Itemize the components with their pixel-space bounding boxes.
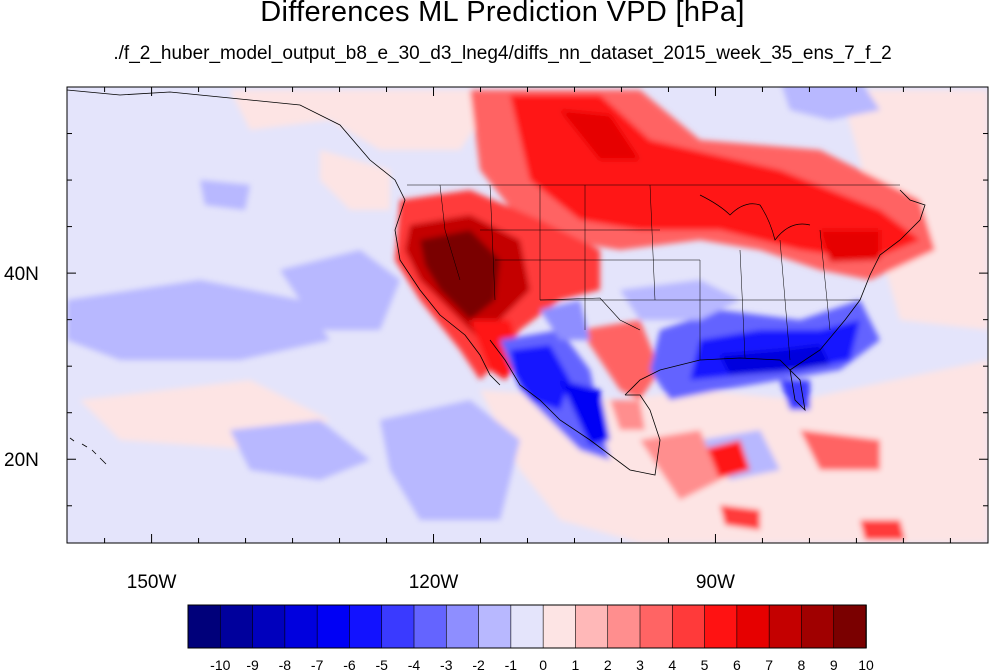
colorbar-swatch: [768, 604, 803, 649]
colorbar-label: 1: [572, 657, 580, 672]
colorbar-swatch: [381, 604, 415, 649]
colorbar-label: 3: [636, 657, 644, 672]
colorbar-swatch: [671, 604, 706, 649]
colorbar-swatch: [736, 604, 770, 649]
colorbar-swatch: [510, 604, 544, 649]
colorbar-label: -1: [505, 657, 518, 672]
colorbar-swatch: [542, 604, 577, 649]
coastlines: [67, 89, 926, 476]
lat-tick-label: 40N: [4, 264, 39, 285]
lon-tick-label: 90W: [696, 572, 735, 593]
colorbar-label: 2: [604, 657, 612, 672]
colorbar-label: -2: [472, 657, 485, 672]
colorbar-label: 5: [701, 657, 709, 672]
hawaii-islands: [69, 437, 107, 465]
colorbar-label: 10: [858, 657, 874, 672]
colorbar-swatch: [704, 604, 738, 649]
colorbar-swatch: [801, 604, 835, 649]
colorbar-swatch: [639, 604, 674, 649]
colorbar-swatch: [284, 604, 318, 649]
contour-field: [67, 87, 988, 543]
colorbar-label: -4: [408, 657, 421, 672]
map-title: Differences ML Prediction VPD [hPa]: [260, 0, 745, 28]
colorbar-swatch: [575, 604, 609, 649]
colorbar-swatch: [349, 604, 383, 649]
lon-tick-label: 150W: [127, 572, 177, 593]
colorbar-label: -8: [279, 657, 292, 672]
colorbar-label: -3: [440, 657, 453, 672]
colorbar-swatch: [478, 604, 512, 649]
colorbar-label: -7: [311, 657, 324, 672]
colorbar-label: 6: [733, 657, 741, 672]
colorbar-label: -5: [375, 657, 388, 672]
colorbar: -10 -9 -8 -7 -6 -5 -4 -3 -2 -1 0 1 2 3 4 5 6 7 8 9 10: [187, 604, 874, 672]
map-subtitle: ./f_2_huber_model_output_b8_e_30_d3_lneg…: [113, 43, 892, 64]
colorbar-frame: [187, 604, 867, 649]
colorbar-swatch: [607, 604, 641, 649]
colorbar-swatch: [187, 604, 222, 649]
colorbar-swatch: [445, 604, 480, 649]
colorbar-swatch: [413, 604, 448, 649]
axis-ticks: [67, 87, 988, 543]
axis-tick-labels: 150W 120W 90W 40N 20N: [4, 264, 735, 593]
colorbar-label: 7: [765, 657, 773, 672]
state-borders: [439, 184, 860, 361]
colorbar-swatch: [219, 604, 254, 649]
lat-tick-label: 20N: [4, 450, 39, 471]
colorbar-label: -10: [210, 657, 230, 672]
colorbar-label: 0: [539, 657, 547, 672]
colorbar-label: 9: [830, 657, 838, 672]
colorbar-label: -6: [343, 657, 356, 672]
colorbar-label: 8: [798, 657, 806, 672]
colorbar-label: 4: [668, 657, 676, 672]
colorbar-label: -9: [246, 657, 259, 672]
lon-tick-label: 120W: [409, 572, 459, 593]
colorbar-swatch: [316, 604, 351, 649]
colorbar-swatch: [252, 604, 286, 649]
colorbar-swatch: [833, 604, 867, 649]
